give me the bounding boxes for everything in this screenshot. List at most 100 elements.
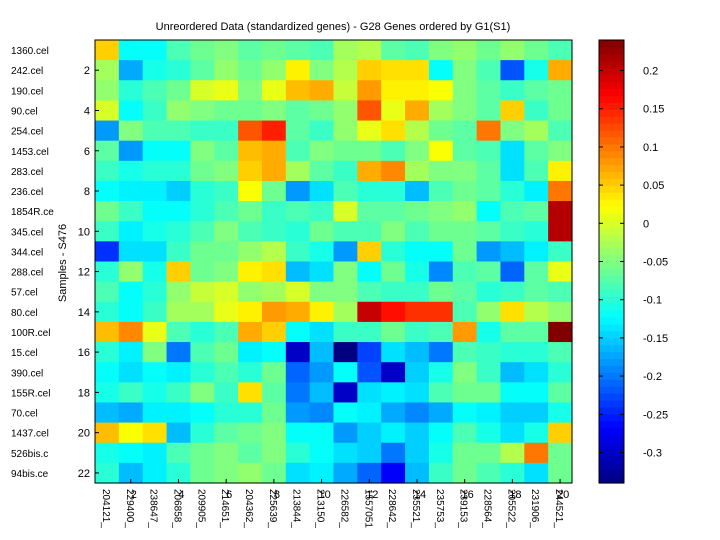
heatmap-cell [285,40,311,61]
heatmap-cell [548,442,573,464]
row-label: 1453.cel [11,147,49,158]
heatmap-cell [142,221,168,242]
heatmap-cell [405,362,430,383]
heatmap-cell [214,382,239,404]
heatmap-cell [428,120,454,142]
row-tick-label: 14 [78,307,90,319]
colorbar-segment [599,261,624,270]
heatmap-cell [309,362,335,383]
col-tick-label: 16 [462,489,474,501]
heatmap-cell [238,40,263,61]
heatmap-cell [214,301,239,323]
heatmap-cell [95,422,120,444]
heatmap-cell [476,60,502,81]
heatmap-cell [333,382,358,404]
col-tick-label: 2 [131,489,137,501]
row-tick-label: 16 [78,347,90,359]
heatmap-cell [238,462,263,484]
heatmap-cell [238,382,263,404]
col-ticks: 2 4 6 8 10 12 14 16 18 20 [130,479,569,501]
heatmap-cell [357,221,382,242]
heatmap-cell [452,402,478,424]
heatmap-cell [381,120,406,142]
heatmap-cell [190,60,215,81]
row-label: 90.cel [11,106,38,117]
heatmap-cell [261,241,287,263]
colorbar-segment [599,309,624,318]
col-label: 206858_ [171,489,182,528]
row-label: 283.cel [11,167,43,178]
colorbar-segment [599,455,624,463]
heatmap-cell [548,80,573,102]
heatmap-cell [238,160,263,182]
heatmap-cell [500,281,525,303]
colorbar-segment [599,40,624,48]
colorbar-segment [599,164,624,173]
heatmap-cell [428,100,454,122]
heatmap-cell [309,462,335,484]
heatmap-cell [166,402,191,424]
heatmap-cell [309,80,335,102]
colorbar-tick-label: 0.05 [643,180,664,192]
heatmap-cell [357,422,382,444]
heatmap-cell [381,140,406,162]
heatmap-cell [166,221,191,242]
colorbar-segment [599,296,624,304]
heatmap-cell [238,180,263,202]
colorbar-segment [599,171,624,180]
heatmap-cell [524,80,549,102]
heatmap-cell [333,462,358,484]
heatmap-cell [95,60,120,81]
heatmap-cell [548,221,573,242]
heatmap-cell [238,261,263,283]
col-label: 239153_ [458,489,469,528]
heatmap-cell [333,120,358,142]
heatmap-cell [524,321,549,343]
colorbar-tick-label: 0.1 [643,142,658,154]
heatmap-cell [381,80,406,102]
heatmap-cell [285,60,311,81]
heatmap-cell [214,40,239,61]
heatmap-cell [285,261,311,283]
heatmap-cell [548,241,573,263]
heatmap-cell [309,281,335,303]
heatmap-cell [95,462,120,484]
heatmap-cell [166,301,191,323]
heatmap-cell [357,120,382,142]
heatmap-cell [405,321,430,343]
col-tick-label: 18 [509,489,521,501]
row-ticks: 2 4 6 8 10 12 14 16 18 20 22 [78,65,99,480]
heatmap-cell [405,40,430,61]
row-tick-label: 22 [78,468,90,480]
heatmap-cell [166,140,191,162]
heatmap-cell [524,261,549,283]
heatmap-cell [357,442,382,464]
colorbar-segment [599,393,624,401]
heatmap-cell [142,362,168,383]
heatmap-cell [357,281,382,303]
heatmap-cell [190,342,215,363]
colorbar-tick-label: 0.15 [643,104,664,116]
heatmap-cell [214,261,239,283]
heatmap-cell [333,60,358,81]
heatmap-cell [261,301,287,323]
heatmap-cell [214,201,239,222]
heatmap-cell [357,301,382,323]
heatmap-cell [142,261,168,283]
heatmap-cell [500,261,525,283]
heatmap-cell [142,80,168,102]
colorbar-segment [599,316,624,325]
heatmap-cell [476,180,502,202]
heatmap-cell [357,40,382,61]
heatmap-cell [285,281,311,303]
heatmap-cell [309,301,335,323]
heatmap-cell [405,140,430,162]
heatmap-cell [333,180,358,202]
heatmap-cell [500,462,525,484]
heatmap-cell [261,180,287,202]
heatmap-cell [166,120,191,142]
heatmap-cell [333,422,358,444]
heatmap-cell [214,402,239,424]
heatmap-cell [261,462,287,484]
heatmap-cell [190,301,215,323]
